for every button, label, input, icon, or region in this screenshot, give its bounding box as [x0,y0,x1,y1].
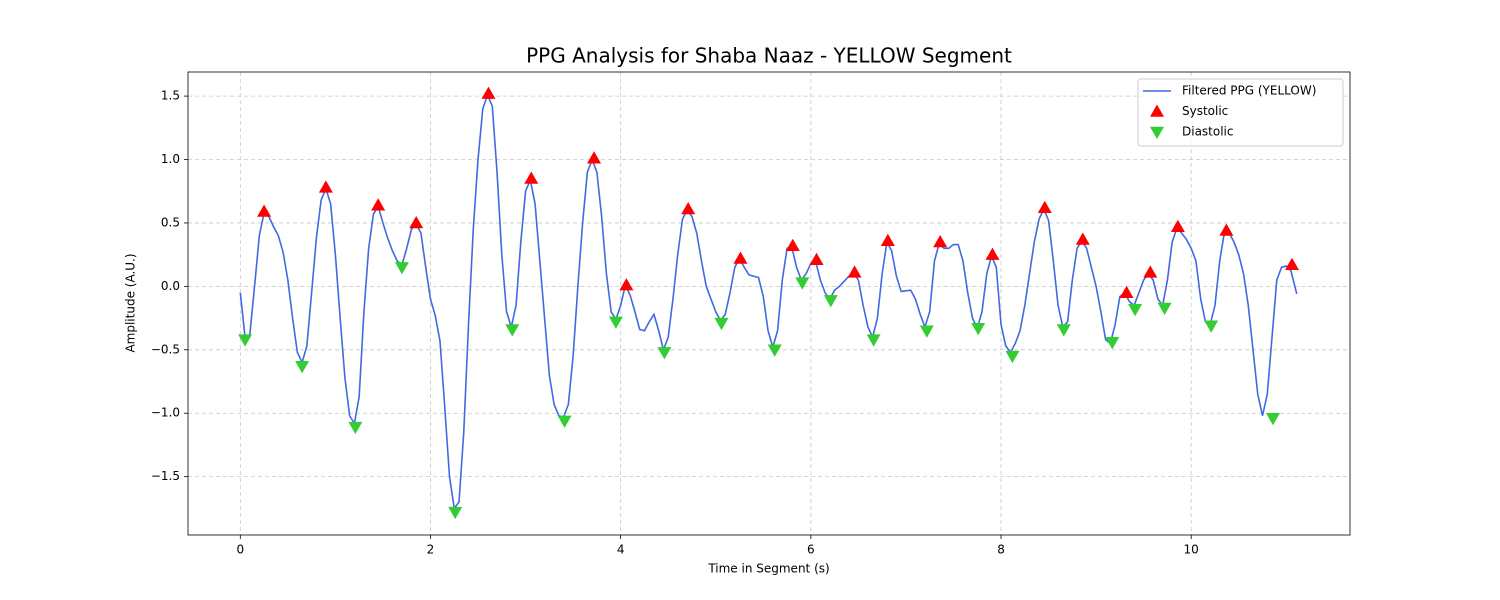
y-tick-label: 1.0 [161,152,180,166]
peak-marker [1143,265,1158,278]
peak-marker [394,262,409,275]
legend-label: Systolic [1182,104,1228,118]
legend-box [1137,78,1344,147]
x-tick-label: 10 [1184,543,1199,557]
y-axis-label: Amplitude (A.U.) [124,253,138,352]
peak-marker [524,171,539,184]
x-tick-label: 0 [236,543,244,557]
legend-marker [1150,104,1164,117]
peak-marker [1119,285,1134,298]
peak-marker [767,344,782,357]
peak-marker [1204,320,1219,333]
peak-marker [1128,303,1143,317]
x-tick-label: 4 [617,543,625,557]
chart-title: PPG Analysis for Shaba Naaz - YELLOW Seg… [526,44,1012,68]
peak-marker [557,415,572,428]
x-tick-label: 8 [997,543,1005,557]
peak-marker [587,151,602,164]
y-tick-label: −0.5 [151,342,180,356]
peak-marker [919,325,934,338]
peak-marker [809,252,824,265]
x-axis-label: Time in Segment (s) [707,562,829,576]
peak-marker [348,421,363,435]
peak-marker [847,265,862,278]
peak-marker [238,334,253,347]
peak-marker [295,361,310,374]
peak-marker [409,215,424,229]
peak-marker [257,204,272,217]
peak-marker [1037,200,1052,213]
peak-marker [985,247,1000,260]
plot-frame [187,71,1351,536]
y-tick-label: 0.0 [161,279,180,293]
peak-marker [733,251,748,264]
peak-marker [608,316,623,329]
peak-marker [1170,219,1185,233]
peak-marker [823,295,838,308]
peak-marker [318,180,333,193]
peak-marker [933,234,948,248]
peak-marker [785,238,800,252]
peak-marker [619,278,634,291]
legend-label: Diastolic [1182,125,1234,139]
peak-marker [505,324,520,337]
peak-marker [866,334,881,347]
peak-marker [1075,232,1090,245]
peak-marker [971,322,986,336]
peak-marker [1219,223,1234,236]
peak-marker [657,347,672,360]
peak-marker [371,198,386,211]
peak-marker [795,277,810,290]
legend-label: Filtered PPG (YELLOW) [1182,84,1316,98]
peak-marker [481,86,496,99]
x-tick-label: 6 [807,543,815,557]
peak-marker [681,201,696,215]
x-tick-label: 2 [427,543,435,557]
peak-marker [1284,257,1299,271]
peak-marker [1005,350,1020,364]
y-tick-label: 1.5 [161,89,180,103]
y-tick-label: −1.5 [151,469,180,483]
y-tick-label: −1.0 [151,406,180,420]
peak-marker [880,233,895,246]
peak-marker [1157,302,1172,315]
legend-marker [1150,126,1164,139]
peak-marker [714,317,729,331]
peak-marker [448,506,463,520]
y-tick-label: 0.5 [161,215,180,229]
peak-marker [1056,324,1071,337]
peak-marker [1105,336,1120,350]
peak-marker [1265,413,1280,426]
